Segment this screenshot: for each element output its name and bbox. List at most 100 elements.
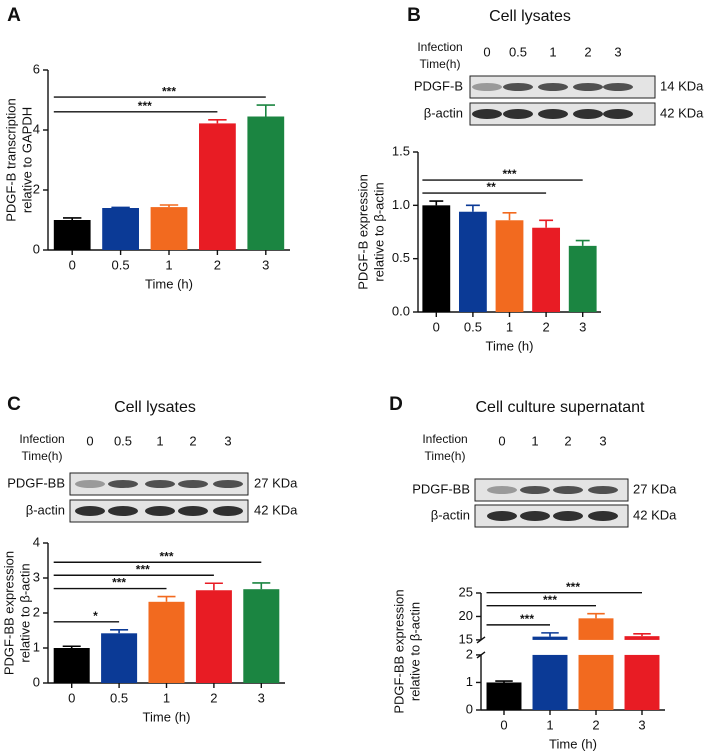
- significance-label: ***: [136, 562, 150, 576]
- significance-label: ***: [543, 593, 557, 607]
- break-gap: [623, 639, 661, 655]
- y-tick-label: 0: [466, 701, 473, 716]
- blot-band: [503, 83, 533, 91]
- blot-title: Cell lysates: [114, 399, 196, 416]
- blot-band: [520, 511, 550, 521]
- lane-label: 0: [86, 433, 93, 448]
- error-bar: [575, 239, 590, 246]
- blot-band: [178, 506, 208, 516]
- error-bar: [633, 633, 651, 637]
- bar: [53, 648, 90, 683]
- blot-row-name: PDGF-B: [414, 78, 463, 93]
- y-tick-label: 20: [459, 608, 473, 623]
- blot-row-name: PDGF-BB: [412, 481, 470, 496]
- panel-letter: D: [389, 394, 403, 415]
- y-tick-label: 2: [33, 181, 40, 196]
- x-tick-label: 3: [262, 257, 269, 272]
- x-tick-label: 1: [165, 257, 172, 272]
- y-axis-label: relative to GAPDH: [19, 107, 34, 213]
- break-gap: [577, 639, 615, 655]
- x-tick-label: 0: [433, 319, 440, 334]
- blot-band: [472, 83, 502, 91]
- y-axis-label: relative to β-actin: [407, 602, 422, 701]
- x-tick-label: 0.5: [464, 319, 482, 334]
- bar: [458, 211, 487, 312]
- y-axis-label: PDGF-B transcription: [3, 98, 18, 222]
- x-tick-label: 0: [68, 690, 75, 705]
- x-tick-label: 3: [638, 717, 645, 732]
- lane-label: 3: [614, 44, 621, 59]
- error-bar: [159, 204, 179, 208]
- x-axis-label: Time (h): [143, 709, 191, 724]
- y-tick-label: 0: [33, 241, 40, 256]
- blot-band: [487, 511, 517, 521]
- y-tick-label: 1: [466, 674, 473, 689]
- lane-label: 0.5: [114, 433, 132, 448]
- blot-band: [553, 486, 583, 494]
- significance-label: *: [93, 609, 98, 623]
- x-tick-label: 0: [500, 717, 507, 732]
- y-tick-label: 0.5: [392, 250, 410, 265]
- blot-band: [213, 506, 243, 516]
- x-tick-label: 2: [542, 319, 549, 334]
- lane-label: 2: [189, 433, 196, 448]
- blot-row-name: PDGF-BB: [7, 475, 65, 490]
- significance-label: ***: [162, 84, 176, 98]
- x-tick-label: 0.5: [110, 690, 128, 705]
- error-bar: [62, 645, 81, 648]
- error-bar: [502, 212, 517, 221]
- y-tick-label: 4: [33, 534, 40, 549]
- x-tick-label: 2: [592, 717, 599, 732]
- blot-row-size: 42 KDa: [254, 502, 298, 517]
- blot-header: Infection: [417, 40, 462, 54]
- lane-label: 3: [599, 433, 606, 448]
- significance-label: ***: [520, 612, 534, 626]
- error-bar: [465, 204, 480, 212]
- x-tick-label: 2: [210, 690, 217, 705]
- panel-letter: C: [7, 394, 21, 415]
- x-tick-label: 0.5: [112, 257, 130, 272]
- blot-band: [75, 480, 105, 488]
- bar: [247, 116, 285, 250]
- x-axis-label: Time (h): [486, 338, 534, 353]
- bar: [148, 601, 185, 683]
- y-tick-label: 3: [33, 569, 40, 584]
- error-bar: [110, 629, 129, 634]
- x-tick-label: 3: [579, 319, 586, 334]
- blot-band: [178, 480, 208, 488]
- error-bar: [429, 200, 444, 206]
- blot-band: [538, 109, 568, 119]
- y-tick-label: 4: [33, 121, 40, 136]
- error-bar: [63, 217, 82, 220]
- blot-band: [588, 486, 618, 494]
- x-axis-label: Time (h): [145, 276, 193, 291]
- blot-row-size: 14 KDa: [660, 78, 704, 93]
- blot-band: [573, 83, 603, 91]
- x-tick-label: 0: [69, 257, 76, 272]
- blot-title: Cell lysates: [489, 8, 571, 25]
- bar: [486, 682, 522, 710]
- lane-label: 1: [531, 433, 538, 448]
- x-tick-label: 3: [258, 690, 265, 705]
- lane-label: 0: [483, 44, 490, 59]
- bar: [422, 205, 451, 312]
- x-tick-label: 2: [214, 257, 221, 272]
- bar: [199, 123, 236, 250]
- blot-header: Infection: [422, 432, 467, 446]
- y-tick-label: 6: [33, 61, 40, 76]
- lane-label: 2: [564, 433, 571, 448]
- y-axis-label: PDGF-BB expression: [1, 551, 16, 675]
- panel-letter: A: [7, 5, 21, 26]
- significance-label: ***: [159, 549, 173, 563]
- error-bar: [204, 582, 223, 591]
- blot-band: [487, 486, 517, 494]
- significance-label: ***: [566, 580, 580, 594]
- lane-label: 3: [224, 433, 231, 448]
- blot-header: Infection: [19, 432, 64, 446]
- blot-band: [553, 511, 583, 521]
- blot-strip: [474, 504, 629, 528]
- blot-band: [538, 83, 568, 91]
- significance-label: ***: [112, 576, 126, 590]
- x-tick-label: 1: [546, 717, 553, 732]
